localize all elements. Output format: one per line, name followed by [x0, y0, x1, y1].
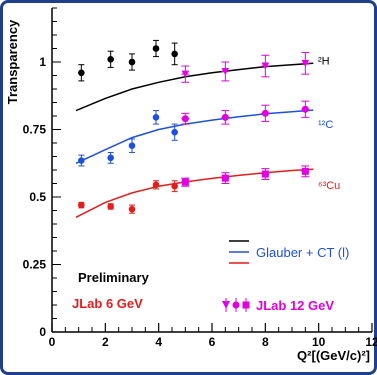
jlab6-point	[171, 50, 178, 58]
axes: 0 2 4 6 8 10 12 0 0.25 0.5 0.75 1	[23, 7, 377, 349]
jlab12-point	[261, 109, 269, 117]
glauber-ct-curve	[75, 168, 314, 218]
y-tick-label: 1	[39, 55, 46, 69]
legend-jlab6-label: JLab 6 GeV	[72, 296, 143, 311]
x-tick-label: 10	[312, 335, 326, 349]
jlab6-point	[171, 182, 178, 190]
x-tick-label: 4	[155, 335, 162, 349]
legend: Glauber + CT (l) Preliminary JLab 6 GeV JLa…	[72, 240, 349, 313]
nucleus-label: ⁶³Cu	[318, 180, 340, 192]
legend-curve-label: Glauber + CT (l)	[256, 245, 349, 260]
x-axis-label: Q²[(GeV/c)²]	[297, 348, 370, 363]
nucleus-label: ¹²C	[318, 119, 333, 131]
jlab12-point	[181, 115, 189, 123]
jlab6-point	[128, 58, 136, 66]
jlab6-point	[171, 128, 178, 136]
curves	[75, 62, 314, 218]
y-tick-label: 0.75	[23, 123, 47, 137]
jlab12-point	[221, 174, 229, 182]
legend-marker-circle	[232, 301, 240, 309]
glauber-ct-curve	[75, 62, 314, 112]
jlab6-point	[152, 181, 160, 189]
jlab12-point	[221, 67, 230, 75]
y-tick-label: 0.25	[23, 258, 47, 272]
jlab6-point	[128, 205, 136, 213]
jlab12-point	[261, 170, 269, 178]
nucleus-label: ²H	[318, 56, 330, 68]
glauber-ct-curve	[75, 109, 314, 164]
jlab12-point	[221, 113, 229, 121]
jlab12-point	[301, 105, 309, 113]
jlab6-point	[78, 201, 85, 209]
jlab6-point	[107, 56, 114, 63]
x-tick-label: 12	[365, 335, 377, 349]
jlab6-point	[78, 157, 85, 164]
y-tick-label: 0	[39, 325, 46, 339]
legend-marker-square	[242, 301, 250, 309]
jlab12-point	[261, 62, 270, 70]
y-axis-label: Transparency	[5, 19, 20, 104]
x-tick-label: 6	[209, 335, 216, 349]
data-points	[78, 39, 310, 214]
x-tick-label: 2	[102, 335, 109, 349]
jlab12-point	[181, 178, 189, 186]
preliminary-label: Preliminary	[78, 270, 150, 285]
legend-marker-triangle	[222, 301, 230, 309]
jlab12-point	[181, 70, 190, 78]
x-tick-label: 8	[262, 335, 269, 349]
jlab6-point	[152, 45, 160, 52]
jlab6-point	[152, 114, 160, 121]
labels: Q²[(GeV/c)²] Transparency ²H ¹²C ⁶³Cu	[5, 19, 370, 363]
x-tick-label: 0	[49, 335, 56, 349]
jlab12-point	[301, 59, 310, 67]
jlab12-point	[301, 167, 309, 175]
jlab6-point	[107, 203, 114, 210]
legend-jlab12-label: JLab 12 GeV	[256, 298, 334, 313]
jlab6-point	[78, 69, 85, 77]
jlab6-point	[107, 154, 114, 162]
jlab6-point	[128, 142, 136, 149]
y-tick-label: 0.5	[29, 190, 46, 204]
